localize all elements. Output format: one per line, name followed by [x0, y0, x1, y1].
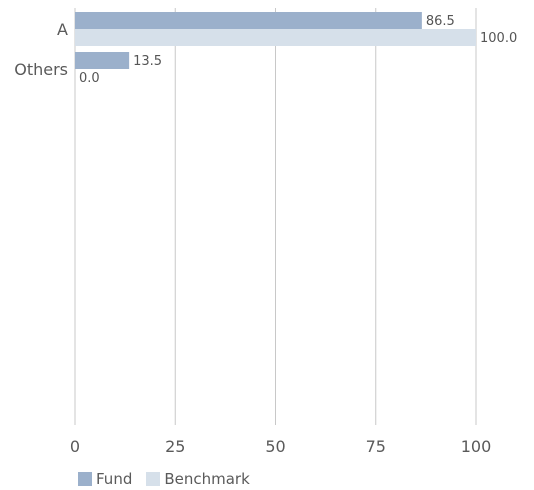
bar-benchmark-0 — [75, 29, 476, 46]
x-tick-label-50: 50 — [265, 437, 285, 456]
legend-label-fund: Fund — [96, 470, 133, 488]
data-label-fund-0: 86.5 — [426, 14, 455, 29]
legend-label-benchmark: Benchmark — [164, 470, 250, 488]
bar-fund-1 — [75, 52, 130, 69]
legend-swatch-benchmark — [146, 472, 161, 486]
legend-swatch-fund — [78, 472, 92, 486]
x-tick-label-75: 75 — [366, 437, 386, 456]
legend-item-fund: Fund — [78, 470, 132, 488]
data-label-fund-1: 13.5 — [133, 54, 162, 69]
category-label-1: Others — [14, 60, 68, 79]
bar-chart: 0 25 50 75 100 A 86.5 100.0 Others 13.5 0.0 — [14, 8, 517, 456]
category-label-0: A — [57, 20, 68, 39]
bar-fund-0 — [75, 12, 422, 29]
x-tick-label-25: 25 — [165, 437, 185, 456]
data-label-benchmark-1: 0.0 — [79, 71, 100, 86]
legend: Fund Benchmark — [78, 470, 264, 488]
legend-item-benchmark: Benchmark — [146, 470, 250, 488]
x-tick-label-100: 100 — [461, 437, 492, 456]
x-tick-label-0: 0 — [70, 437, 80, 456]
data-label-benchmark-0: 100.0 — [480, 31, 517, 46]
